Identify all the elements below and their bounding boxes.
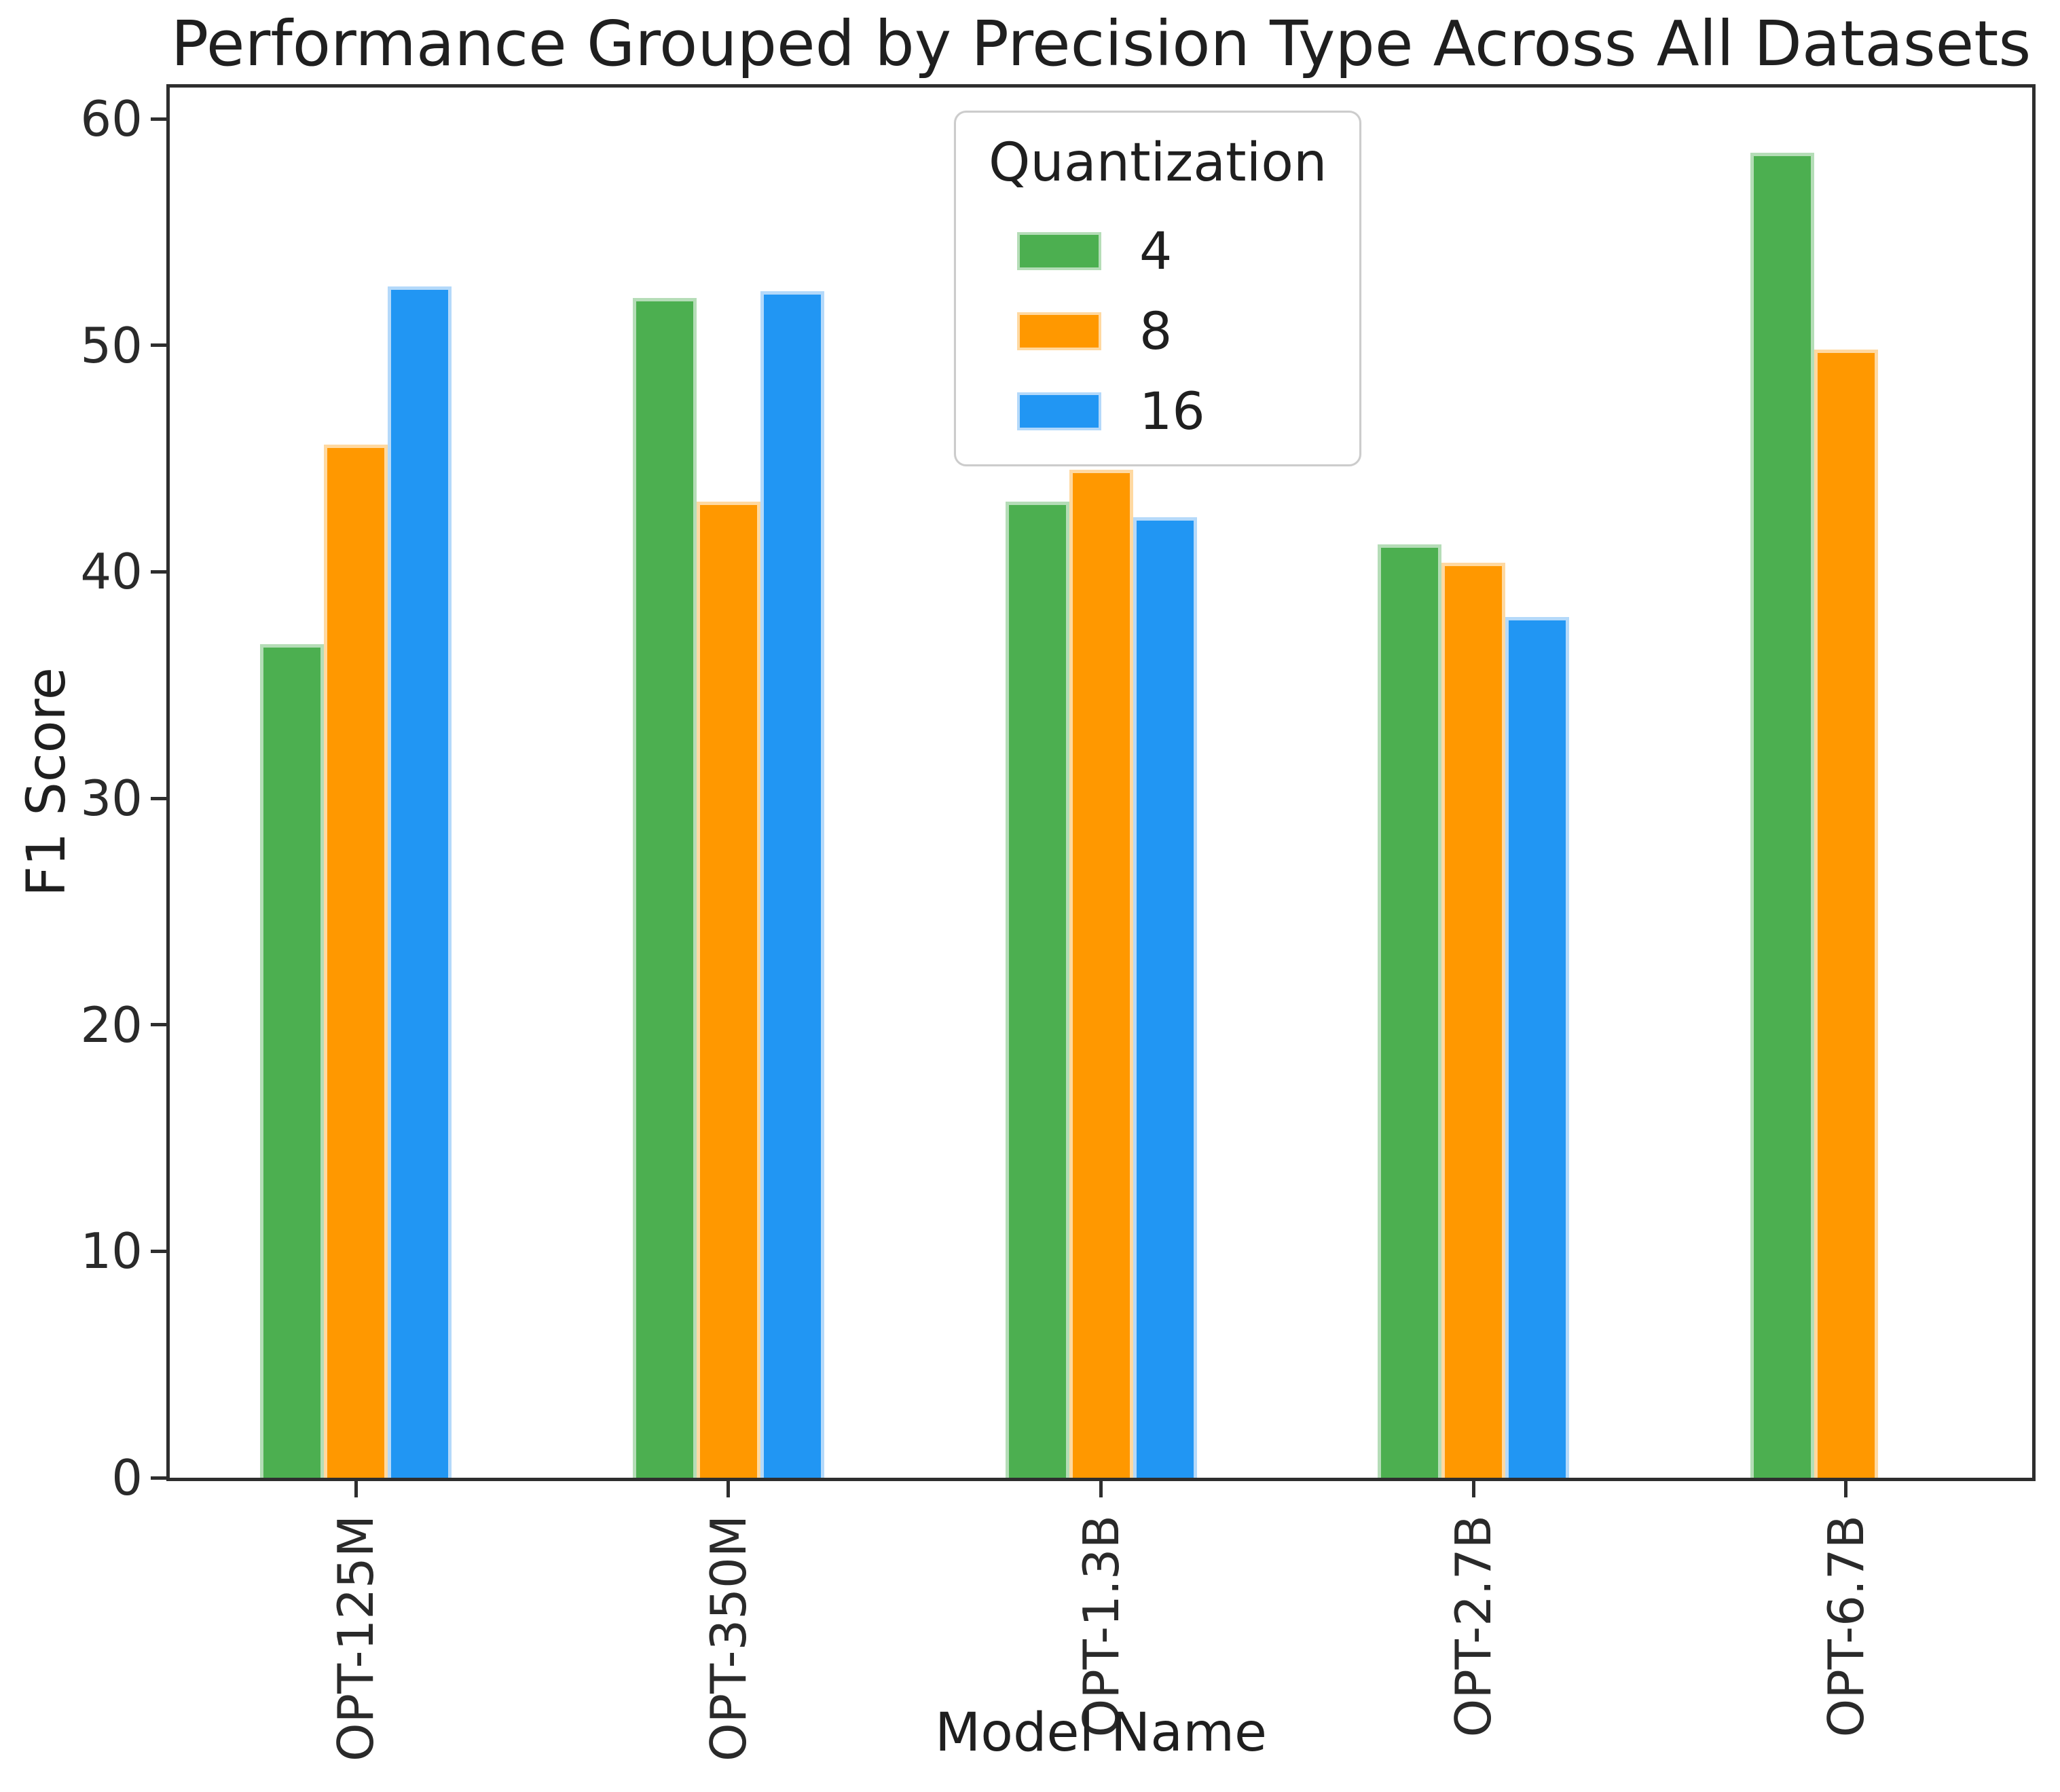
bar-OPT-350M-q16 bbox=[760, 291, 824, 1478]
legend: Quantization 4 8 16 bbox=[954, 111, 1362, 466]
x-tick-mark-OPT-6.7B bbox=[1844, 1481, 1847, 1497]
y-tick-mark-0 bbox=[151, 1476, 170, 1480]
top-spine bbox=[166, 84, 2036, 88]
y-tick-mark-30 bbox=[151, 797, 170, 800]
bar-OPT-125M-q16 bbox=[388, 286, 452, 1478]
bar-OPT-350M-q8 bbox=[697, 502, 760, 1478]
y-axis-line bbox=[166, 84, 170, 1481]
bar-OPT-350M-q4 bbox=[633, 298, 697, 1478]
x-tick-mark-OPT-2.7B bbox=[1472, 1481, 1475, 1497]
legend-label-4: 4 bbox=[1139, 221, 1173, 281]
chart-title: Performance Grouped by Precision Type Ac… bbox=[170, 7, 2031, 80]
bar-OPT-1.3B-q8 bbox=[1069, 470, 1133, 1478]
y-tick-mark-10 bbox=[151, 1250, 170, 1253]
legend-title: Quantization bbox=[989, 132, 1327, 193]
legend-item-8: 8 bbox=[989, 305, 1327, 357]
bar-OPT-2.7B-q16 bbox=[1505, 617, 1569, 1478]
y-tick-mark-50 bbox=[151, 343, 170, 347]
y-tick-label-50: 50 bbox=[80, 317, 143, 374]
x-tick-mark-OPT-125M bbox=[354, 1481, 358, 1497]
legend-item-4: 4 bbox=[989, 225, 1327, 277]
x-axis-line bbox=[166, 1478, 2036, 1481]
y-tick-label-20: 20 bbox=[80, 996, 143, 1053]
y-tick-mark-40 bbox=[151, 570, 170, 574]
bar-OPT-125M-q8 bbox=[324, 445, 388, 1478]
legend-swatch-8 bbox=[1017, 312, 1101, 350]
bar-OPT-125M-q4 bbox=[260, 644, 324, 1478]
x-axis-title: Model Name bbox=[934, 1702, 1268, 1763]
bar-OPT-6.7B-q4 bbox=[1750, 153, 1814, 1478]
y-tick-label-40: 40 bbox=[80, 543, 143, 600]
legend-label-8: 8 bbox=[1139, 301, 1173, 361]
bar-OPT-2.7B-q4 bbox=[1378, 544, 1441, 1478]
legend-item-16: 16 bbox=[989, 386, 1327, 437]
y-tick-label-10: 10 bbox=[80, 1222, 143, 1280]
bar-OPT-6.7B-q8 bbox=[1814, 350, 1878, 1478]
bar-OPT-2.7B-q8 bbox=[1441, 563, 1505, 1478]
bar-OPT-1.3B-q16 bbox=[1133, 517, 1197, 1478]
right-spine bbox=[2032, 84, 2036, 1481]
y-tick-mark-60 bbox=[151, 117, 170, 121]
x-tick-mark-OPT-1.3B bbox=[1099, 1481, 1103, 1497]
x-tick-mark-OPT-350M bbox=[726, 1481, 730, 1497]
y-tick-label-30: 30 bbox=[80, 770, 143, 827]
legend-swatch-4 bbox=[1017, 232, 1101, 270]
y-axis-title: F1 Score bbox=[16, 667, 77, 897]
bar-OPT-1.3B-q4 bbox=[1006, 502, 1069, 1478]
y-tick-mark-20 bbox=[151, 1023, 170, 1026]
y-tick-label-60: 60 bbox=[80, 90, 143, 147]
legend-swatch-16 bbox=[1017, 392, 1101, 430]
legend-label-16: 16 bbox=[1139, 381, 1205, 441]
legend-entries: 4 8 16 bbox=[989, 225, 1327, 437]
y-tick-label-0: 0 bbox=[111, 1449, 143, 1506]
